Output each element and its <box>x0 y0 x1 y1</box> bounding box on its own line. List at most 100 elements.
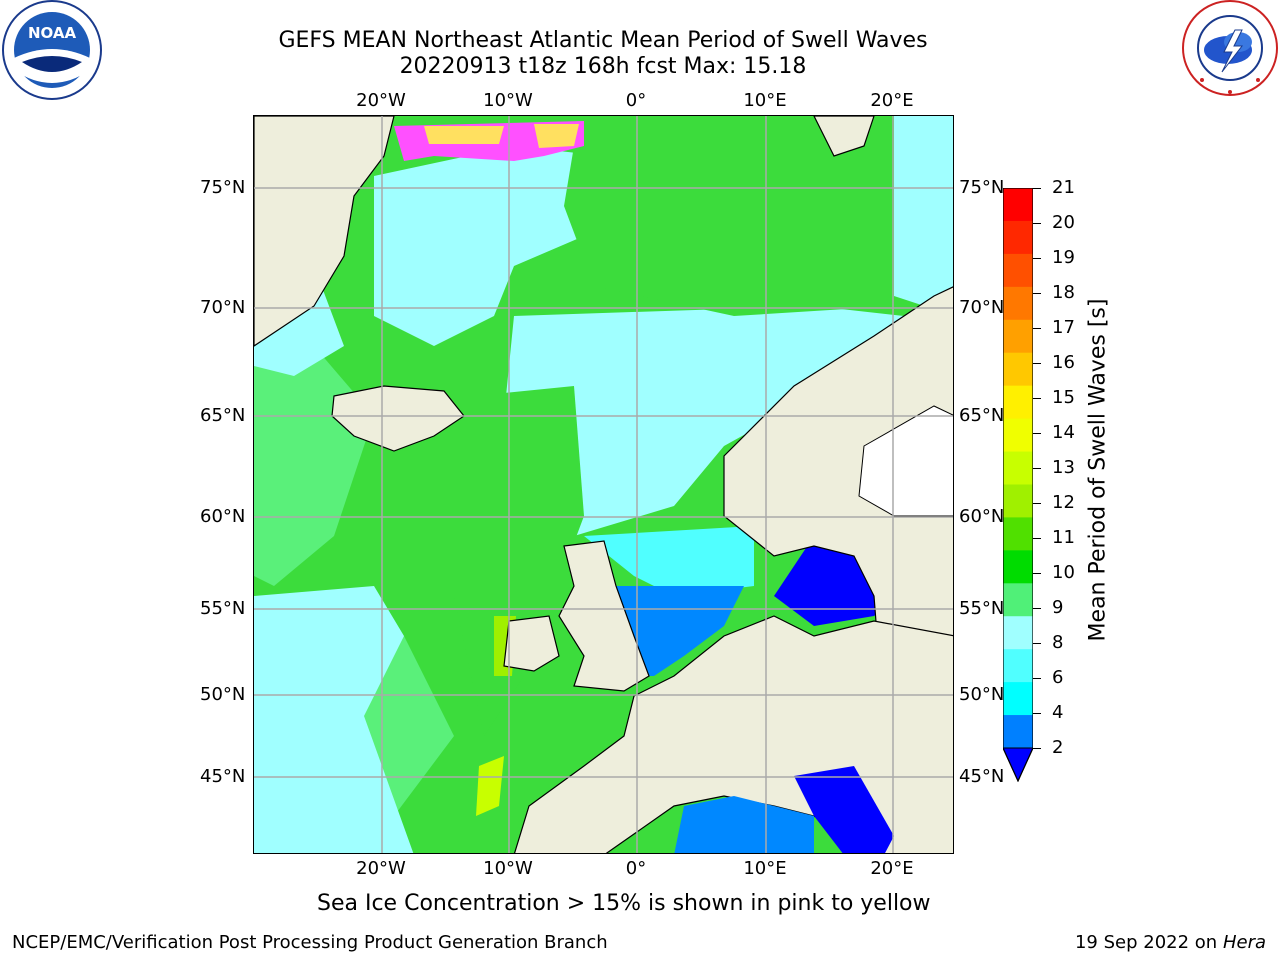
colorbar-tick <box>1033 573 1041 574</box>
colorbar-tick <box>1033 643 1041 644</box>
footer-date: 19 Sep 2022 on Hera <box>1075 932 1266 953</box>
colorbar-tick-label: 20 <box>1052 212 1075 233</box>
sea-ice-yellow <box>424 126 504 144</box>
colorbar-segment <box>1003 616 1033 650</box>
lon-label-bottom-10e: 10°E <box>743 858 787 879</box>
swell-period-map <box>253 115 954 854</box>
colorbar-segment <box>1003 484 1033 518</box>
colorbar-tick-label: 8 <box>1052 632 1064 653</box>
land-ireland <box>503 615 560 672</box>
lat-label-right-55n: 55°N <box>959 598 1005 619</box>
ocean-region-cyan <box>374 146 604 346</box>
sea-ice-note: Sea Ice Concentration > 15% is shown in … <box>317 891 931 916</box>
ocean-region-green <box>454 386 584 736</box>
colorbar-tick <box>1033 293 1041 294</box>
colorbar-segment <box>1003 682 1033 716</box>
lon-label-bottom-10w: 10°W <box>483 858 533 879</box>
colorbar-segment <box>1003 286 1033 321</box>
ocean-mediterranean <box>674 796 814 853</box>
colorbar-segment <box>1003 517 1033 551</box>
noaa-logo: NOAA <box>0 0 104 104</box>
colorbar-tick <box>1033 188 1041 189</box>
colorbar-tick <box>1033 433 1041 434</box>
footer-host: Hera <box>1222 932 1266 953</box>
ocean-region-cyan <box>504 306 904 536</box>
colorbar-tick-label: 21 <box>1052 177 1075 198</box>
lon-label-top-0: 0° <box>625 90 647 111</box>
colorbar-tick <box>1033 503 1041 504</box>
colorbar-tick-label: 15 <box>1052 387 1075 408</box>
colorbar-tick-label: 2 <box>1052 737 1064 758</box>
lon-label-top-20w: 20°W <box>356 90 406 111</box>
colorbar-tick <box>1033 468 1041 469</box>
colorbar-tick <box>1033 608 1041 609</box>
lat-label-left-75n: 75°N <box>200 177 246 198</box>
colorbar-segment <box>1003 451 1033 485</box>
colorbar <box>1002 187 1034 783</box>
colorbar-segment <box>1003 352 1033 387</box>
colorbar-tick <box>1033 748 1041 749</box>
lat-label-right-45n: 45°N <box>959 766 1005 787</box>
lat-label-left-60n: 60°N <box>200 506 246 527</box>
ocean-region-green <box>564 136 894 316</box>
colorbar-tick-label: 12 <box>1052 492 1075 513</box>
map-canvas <box>254 116 953 853</box>
sea-ice-yellow <box>534 124 579 148</box>
land-great-britain <box>558 540 650 692</box>
colorbar-segment <box>1003 253 1033 288</box>
colorbar-segment <box>1003 188 1033 222</box>
ocean-adriatic <box>794 766 894 853</box>
colorbar-segment <box>1003 385 1033 420</box>
colorbar-tick <box>1033 223 1041 224</box>
lon-label-top-20e: 20°E <box>870 90 914 111</box>
map-title-line1: GEFS MEAN Northeast Atlantic Mean Period… <box>278 28 928 53</box>
map-title-line2: 20220913 t18z 168h fcst Max: 15.18 <box>399 54 807 79</box>
colorbar-tick <box>1033 538 1041 539</box>
lon-label-bottom-20e: 20°E <box>870 858 914 879</box>
colorbar-title: Mean Period of Swell Waves [s] <box>1085 298 1111 642</box>
lat-label-right-70n: 70°N <box>959 297 1005 318</box>
lat-label-right-60n: 60°N <box>959 506 1005 527</box>
noaa-logo-text: NOAA <box>28 24 77 42</box>
colorbar-segment <box>1003 220 1033 255</box>
lat-label-left-65n: 65°N <box>200 405 246 426</box>
colorbar-tick-label: 18 <box>1052 282 1075 303</box>
lon-label-bottom-0: 0° <box>625 858 647 879</box>
lat-label-left-55n: 55°N <box>200 598 246 619</box>
lon-label-top-10w: 10°W <box>483 90 533 111</box>
nws-logo <box>1180 0 1280 100</box>
lon-label-top-10e: 10°E <box>743 90 787 111</box>
colorbar-under-arrow <box>1002 747 1034 783</box>
colorbar-tick-label: 14 <box>1052 422 1075 443</box>
colorbar-svg <box>1002 187 1034 783</box>
colorbar-segment <box>1003 550 1033 584</box>
ocean-region-cyan <box>254 586 414 853</box>
colorbar-segment <box>1003 715 1033 749</box>
lon-label-bottom-20w: 20°W <box>356 858 406 879</box>
colorbar-segment <box>1003 649 1033 683</box>
colorbar-tick <box>1033 363 1041 364</box>
lat-label-left-50n: 50°N <box>200 684 246 705</box>
colorbar-segment <box>1003 583 1033 617</box>
ocean-gulf-of-bothnia <box>858 405 953 517</box>
lat-label-right-50n: 50°N <box>959 684 1005 705</box>
lat-label-right-65n: 65°N <box>959 405 1005 426</box>
colorbar-tick-label: 11 <box>1052 527 1075 548</box>
ocean-region-cyan <box>894 116 953 316</box>
ocean-region-cyan-north-sea <box>584 526 754 596</box>
colorbar-tick-label: 13 <box>1052 457 1075 478</box>
land-greenland <box>254 116 395 347</box>
land-svalbard <box>813 116 875 157</box>
lat-label-right-75n: 75°N <box>959 177 1005 198</box>
colorbar-segment <box>1003 418 1033 453</box>
colorbar-segment <box>1003 319 1033 354</box>
colorbar-tick <box>1033 328 1041 329</box>
colorbar-tick-label: 6 <box>1052 667 1064 688</box>
land-iceland <box>331 385 465 452</box>
footer-date-text: 19 Sep 2022 on <box>1074 932 1218 953</box>
colorbar-tick <box>1033 713 1041 714</box>
colorbar-tick-label: 19 <box>1052 247 1075 268</box>
graticule <box>254 116 953 853</box>
colorbar-tick <box>1033 398 1041 399</box>
colorbar-tick-label: 9 <box>1052 597 1064 618</box>
